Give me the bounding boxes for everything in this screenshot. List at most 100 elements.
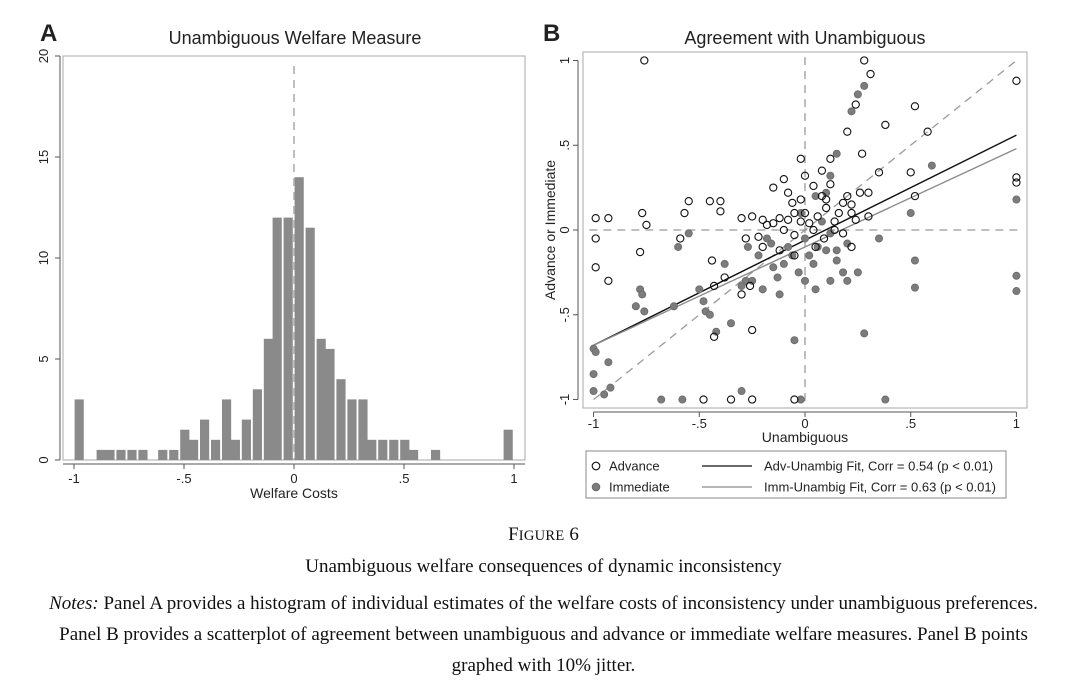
- immediate-point: [910, 283, 919, 292]
- immediate-point: [788, 251, 797, 260]
- panel-a-x-tick-label: 1: [510, 471, 517, 486]
- advance-point: [821, 203, 831, 213]
- advance-point: [769, 183, 778, 192]
- panel-b-y-tick-label: 0: [557, 226, 572, 233]
- panel-a-bars: [74, 177, 513, 460]
- panel-b-x-tick-label: 1: [1013, 416, 1020, 431]
- advance-point: [783, 215, 793, 224]
- advance-point: [857, 149, 867, 158]
- histogram-bar: [138, 449, 148, 460]
- histogram-bar: [378, 439, 388, 460]
- immediate-point: [657, 395, 666, 404]
- immediate-point: [727, 319, 736, 328]
- immediate-point: [720, 259, 729, 268]
- figure-graphics: A Unambiguous Welfare Measure -1 -.5 0.5 1 …: [36, 20, 1028, 501]
- panel-b-y-tick-label: -1: [557, 394, 572, 406]
- advance-point: [779, 225, 789, 235]
- panel-b-y-tick-label: -.5: [557, 307, 572, 322]
- advance-point: [874, 168, 884, 177]
- panel-b-x-tick-label: -1: [588, 416, 600, 431]
- advance-point: [591, 263, 600, 272]
- immediate-point: [1012, 195, 1021, 204]
- immediate-point: [832, 149, 841, 158]
- figure-label: FIGURE 6: [0, 524, 1087, 546]
- advance-point: [642, 220, 651, 230]
- histogram-bar: [127, 449, 137, 460]
- immediate-point: [805, 251, 814, 260]
- advance-point: [864, 188, 873, 197]
- histogram-bar: [211, 439, 221, 460]
- panel-a-title: Unambiguous Welfare Measure: [169, 28, 422, 48]
- advance-point: [783, 188, 793, 197]
- advance-point: [855, 188, 865, 197]
- immediate-point: [600, 390, 609, 399]
- advance-point: [707, 256, 717, 265]
- immediate-point: [754, 251, 763, 260]
- histogram-bar: [158, 449, 168, 460]
- legend-immediate-marker: [591, 482, 601, 492]
- immediate-point: [822, 246, 831, 255]
- panel-b-legend: Advance Adv-Unambig Fit, Corr = 0.54 (p …: [585, 450, 1007, 499]
- immediate-point: [832, 246, 841, 255]
- advance-point: [826, 154, 835, 163]
- immediate-point: [758, 285, 767, 294]
- panel-b-x-axis: -1 -.5 0 .5 1: [588, 411, 1020, 431]
- legend-imm-fit-label: Imm-Unambig Fit, Corr = 0.63 (p < 0.01): [764, 480, 996, 495]
- advance-point: [1012, 178, 1021, 187]
- advance-point: [680, 208, 689, 218]
- advance-point: [796, 154, 805, 163]
- advance-point: [834, 208, 843, 218]
- immediate-point: [769, 263, 778, 272]
- histogram-bar: [222, 399, 232, 460]
- histogram-bar: [503, 429, 513, 460]
- legend-advance-marker: [591, 461, 601, 471]
- advance-point: [860, 56, 869, 65]
- advance-point: [790, 208, 799, 218]
- immediate-point: [843, 276, 852, 285]
- panel-b-points: [589, 56, 1021, 404]
- immediate-point: [705, 310, 714, 319]
- advance-point: [847, 200, 856, 209]
- panel-b-reference-lines: [589, 57, 1021, 403]
- advance-point: [826, 180, 835, 189]
- immediate-point: [591, 348, 600, 357]
- advance-point: [1012, 76, 1021, 85]
- advance-point: [830, 225, 839, 235]
- immediate-point: [881, 395, 890, 404]
- panel-a-y-axis: 0 5 10 15 20: [36, 49, 61, 464]
- immediate-point: [773, 273, 782, 282]
- histogram-bar: [272, 217, 282, 460]
- advance-point: [591, 234, 600, 243]
- panel-b-y-tick-label: .5: [557, 140, 572, 151]
- figure-label-number: 6: [569, 524, 579, 545]
- immediate-point: [811, 192, 820, 201]
- panel-a: A Unambiguous Welfare Measure -1 -.5 0.5 1 …: [36, 20, 526, 501]
- panel-a-x-tick-label: -.5: [176, 471, 191, 486]
- imm-unambig-fit-line: [593, 147, 1017, 346]
- advance-point: [591, 213, 600, 223]
- figure-notes-lead: Notes:: [49, 593, 99, 614]
- advance-point: [796, 217, 805, 226]
- histogram-bar: [252, 389, 262, 460]
- histogram-bar: [96, 449, 106, 460]
- immediate-point: [801, 234, 810, 243]
- immediate-point: [674, 242, 683, 251]
- immediate-point: [1012, 271, 1021, 280]
- figure-label-rest: IGURE: [518, 528, 565, 544]
- advance-point: [906, 168, 915, 177]
- histogram-bar: [200, 419, 210, 460]
- advance-point: [881, 120, 890, 130]
- advance-point: [747, 325, 757, 335]
- advance-point: [800, 208, 810, 218]
- panel-a-y-tick-label: 10: [36, 251, 51, 265]
- histogram-bar: [180, 429, 190, 460]
- immediate-point: [743, 242, 752, 251]
- immediate-point: [631, 302, 640, 311]
- advance-point: [910, 191, 920, 201]
- panel-b-y-tick-label: 1: [557, 57, 572, 64]
- panel-a-x-axis-label: Welfare Costs: [250, 485, 338, 501]
- advance-point: [716, 197, 725, 206]
- advance-point: [737, 290, 746, 299]
- immediate-point: [875, 234, 884, 243]
- immediate-point: [684, 229, 693, 238]
